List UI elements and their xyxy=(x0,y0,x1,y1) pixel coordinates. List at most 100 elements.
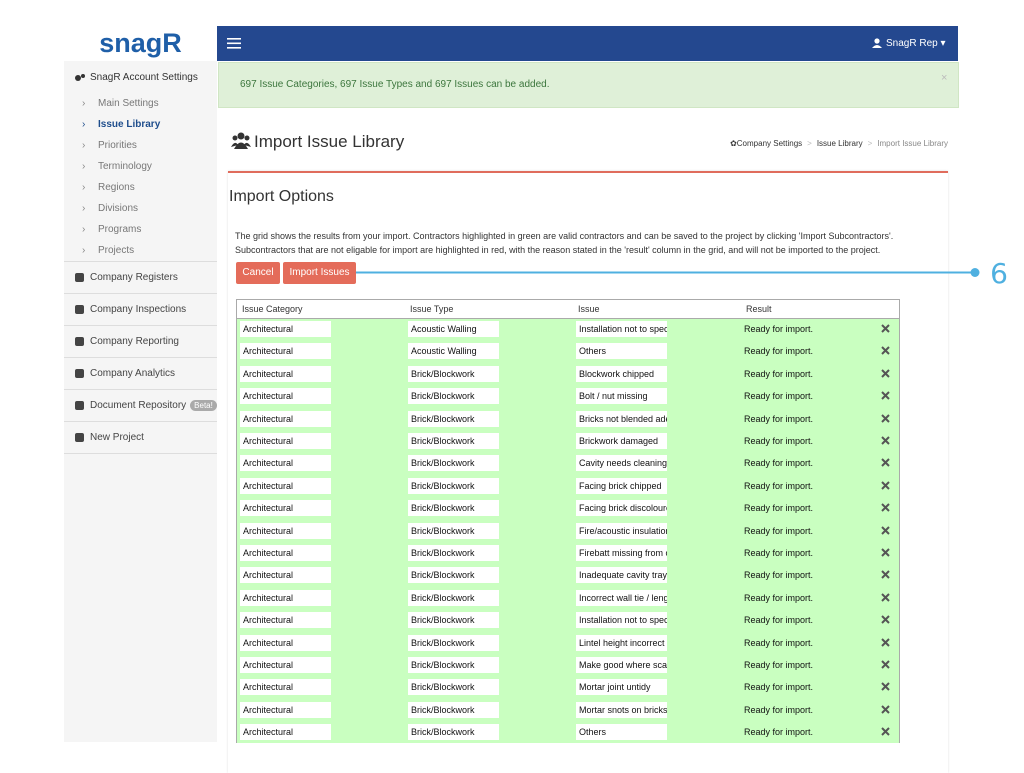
cell-input[interactable]: Brick/Blockwork xyxy=(408,679,499,696)
cell-input[interactable]: Acoustic Walling xyxy=(408,321,499,337)
remove-icon[interactable] xyxy=(881,458,890,468)
submenu-item[interactable]: Priorities xyxy=(98,140,137,151)
submenu-item[interactable]: Terminology xyxy=(98,161,152,172)
remove-icon[interactable] xyxy=(881,503,890,512)
cell-input[interactable]: Architectural xyxy=(240,321,331,337)
cell-input[interactable]: Brick/Blockwork xyxy=(408,724,499,741)
cell-input[interactable]: Architectural xyxy=(240,567,331,584)
cell-input[interactable]: Brick/Blockwork xyxy=(408,410,499,427)
cell-input[interactable]: Installation not to specif xyxy=(576,612,667,629)
cell-input[interactable]: Brick/Blockwork xyxy=(408,455,499,472)
cell-input[interactable]: Facing brick discoloure xyxy=(576,500,667,517)
user-menu[interactable]: SnagR Rep ▾ xyxy=(886,38,946,49)
cell-input[interactable]: Brick/Blockwork xyxy=(408,634,499,651)
cell-input[interactable]: Others xyxy=(576,724,667,741)
remove-icon[interactable] xyxy=(881,413,890,423)
cell-input[interactable]: Architectural xyxy=(240,455,331,472)
remove-icon[interactable] xyxy=(881,705,890,714)
cell-input[interactable]: Brick/Blockwork xyxy=(408,545,499,561)
submenu-item[interactable]: Regions xyxy=(98,182,135,193)
section-title[interactable]: SnagR Account Settings xyxy=(90,72,198,83)
cell-input[interactable]: Architectural xyxy=(240,433,331,449)
cell-input[interactable]: Architectural xyxy=(240,612,331,629)
menu-item[interactable]: Company Inspections xyxy=(90,304,186,315)
menu-item[interactable]: Company Registers xyxy=(90,272,178,283)
cell-input[interactable]: Architectural xyxy=(240,343,331,360)
cell-input[interactable]: Architectural xyxy=(240,410,331,427)
cell-input[interactable]: Brick/Blockwork xyxy=(408,433,499,449)
cell-input[interactable]: Lintel height incorrect xyxy=(576,634,667,651)
cell-input[interactable]: Blockwork chipped xyxy=(576,365,667,382)
cell-input[interactable]: Architectural xyxy=(240,522,331,539)
cell-input[interactable]: Architectural xyxy=(240,724,331,741)
alert-close[interactable]: × xyxy=(941,72,948,84)
submenu-item[interactable]: Main Settings xyxy=(98,98,159,109)
remove-icon[interactable] xyxy=(881,481,890,490)
cell-input[interactable]: Incorrect wall tie / lengtl xyxy=(576,589,667,606)
remove-icon[interactable] xyxy=(881,391,890,400)
remove-icon[interactable] xyxy=(881,548,890,557)
cell-input[interactable]: Others xyxy=(576,343,667,360)
cell-input[interactable]: Mortar joint untidy xyxy=(576,679,667,696)
cancel-button[interactable]: Cancel xyxy=(236,262,280,284)
cell-input[interactable]: Acoustic Walling xyxy=(408,343,499,360)
cell-input[interactable]: Architectural xyxy=(240,500,331,517)
cell-input[interactable]: Architectural xyxy=(240,545,331,561)
cell-input[interactable]: Brick/Blockwork xyxy=(408,701,499,718)
menu-toggle[interactable] xyxy=(227,38,241,49)
cell-input[interactable]: Brick/Blockwork xyxy=(408,657,499,673)
remove-icon[interactable] xyxy=(881,637,890,647)
crumb[interactable]: Issue Library xyxy=(816,139,863,148)
cell-input[interactable]: Architectural xyxy=(240,657,331,673)
submenu-item[interactable]: Programs xyxy=(98,224,142,235)
cell-input[interactable]: Make good where scaff xyxy=(576,657,667,673)
import-button[interactable]: Import Issues xyxy=(283,262,356,284)
cell-input[interactable]: Inadequate cavity tray xyxy=(576,567,667,584)
remove-icon[interactable] xyxy=(881,570,890,580)
cell-input[interactable]: Bolt / nut missing xyxy=(576,388,667,405)
cell-input[interactable]: Architectural xyxy=(240,365,331,382)
remove-icon[interactable] xyxy=(881,727,890,736)
cell-input[interactable]: Architectural xyxy=(240,477,331,494)
submenu-item[interactable]: Issue Library xyxy=(98,119,161,130)
cell-input[interactable]: Brick/Blockwork xyxy=(408,612,499,629)
remove-icon[interactable] xyxy=(881,346,890,356)
cell-input[interactable]: Brick/Blockwork xyxy=(408,589,499,606)
cell-input[interactable]: Architectural xyxy=(240,679,331,696)
cell-input[interactable]: Bricks not blended adec xyxy=(576,410,667,427)
logo[interactable]: snagR xyxy=(64,26,217,61)
cell-input[interactable]: Brick/Blockwork xyxy=(408,567,499,584)
cell-input[interactable]: Brickwork damaged xyxy=(576,433,667,449)
remove-icon[interactable] xyxy=(881,525,890,535)
cell-input[interactable]: Architectural xyxy=(240,701,331,718)
cell-input[interactable]: Brick/Blockwork xyxy=(408,365,499,382)
remove-icon[interactable] xyxy=(881,615,890,624)
submenu-item[interactable]: Projects xyxy=(98,245,135,256)
remove-icon[interactable] xyxy=(881,660,890,669)
cell-input[interactable]: Fire/acoustic insulation xyxy=(576,522,667,539)
menu-item[interactable]: New Project xyxy=(90,432,144,443)
remove-icon[interactable] xyxy=(881,682,890,692)
cell-input[interactable]: Brick/Blockwork xyxy=(408,500,499,517)
cell-input[interactable]: Brick/Blockwork xyxy=(408,522,499,539)
cell-input[interactable]: Architectural xyxy=(240,388,331,405)
cell-input[interactable]: Architectural xyxy=(240,589,331,606)
column-header: Issue Type xyxy=(410,300,454,318)
cell-input[interactable]: Cavity needs cleaning xyxy=(576,455,667,472)
remove-icon[interactable] xyxy=(881,436,890,445)
remove-icon[interactable] xyxy=(881,369,890,378)
cell-input[interactable]: Facing brick chipped xyxy=(576,477,667,494)
cell-input[interactable]: Brick/Blockwork xyxy=(408,388,499,405)
menu-item[interactable]: Document Repository Beta! xyxy=(90,400,217,411)
menu-item[interactable]: Company Analytics xyxy=(90,368,175,379)
remove-icon[interactable] xyxy=(881,593,890,602)
submenu-item[interactable]: Divisions xyxy=(98,203,139,214)
cell-input[interactable]: Firebatt missing from ca xyxy=(576,545,667,561)
crumb[interactable]: Company Settings xyxy=(736,139,803,148)
cell-input[interactable]: Installation not to specif xyxy=(576,321,667,337)
menu-item[interactable]: Company Reporting xyxy=(90,336,179,347)
cell-input[interactable]: Architectural xyxy=(240,634,331,651)
remove-icon[interactable] xyxy=(881,324,890,333)
cell-input[interactable]: Mortar snots on bricks/t xyxy=(576,701,667,718)
cell-input[interactable]: Brick/Blockwork xyxy=(408,477,499,494)
